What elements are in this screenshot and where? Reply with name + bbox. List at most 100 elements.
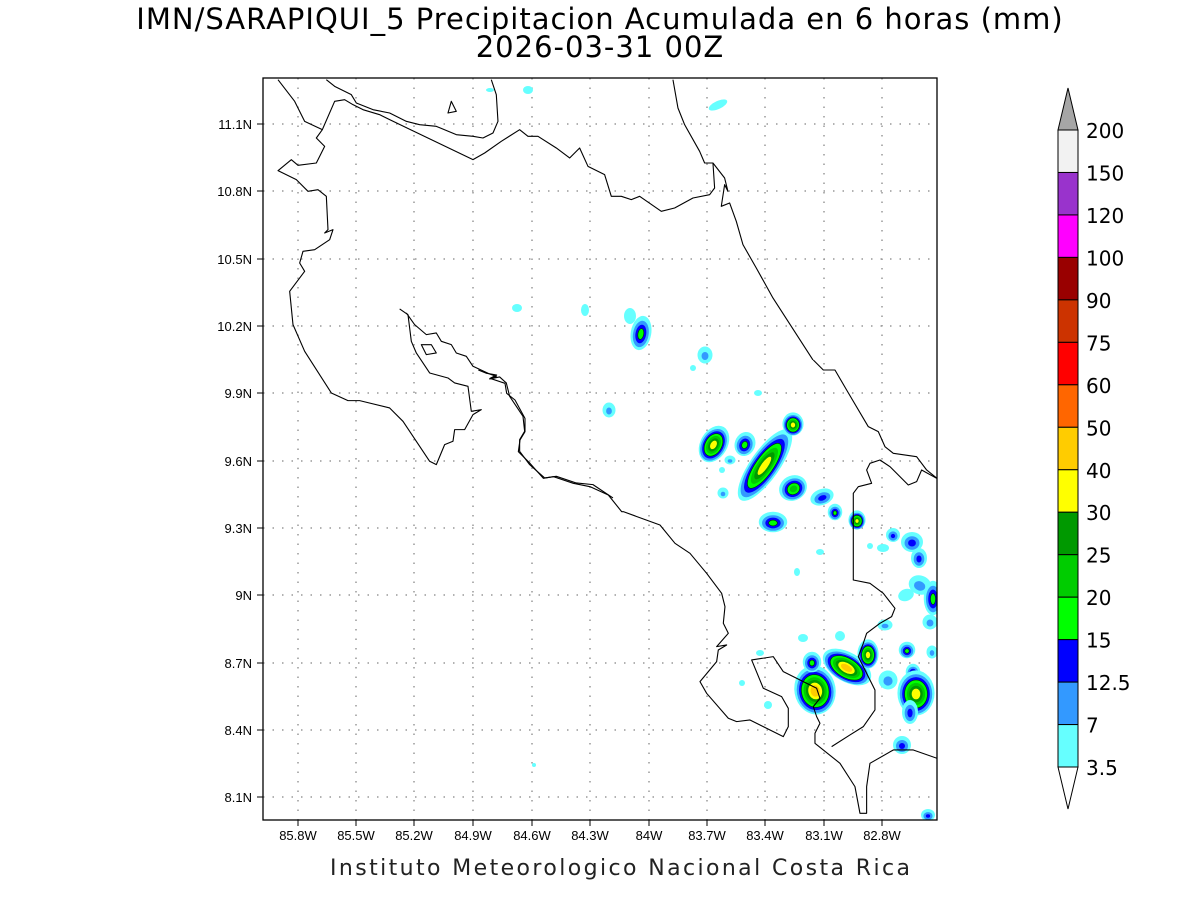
precip-cell (602, 402, 616, 418)
precip-cell (810, 488, 834, 506)
colorbar-swatch (1057, 681, 1079, 726)
precip-contour (756, 650, 764, 656)
precip-cell (630, 315, 652, 351)
colorbar-label: 3.5 (1086, 756, 1118, 780)
precip-contour (637, 328, 645, 340)
lat-tick-label: 9.9N (225, 386, 252, 401)
precip-contour (877, 544, 889, 552)
lat-tick-label: 10.5N (217, 252, 252, 267)
precip-contour (916, 555, 922, 563)
precip-contour (798, 634, 808, 642)
precip-cell (926, 645, 937, 659)
precip-contour (867, 543, 873, 549)
colorbar-swatch (1057, 554, 1079, 598)
lon-tick-label: 84.3W (571, 828, 609, 843)
precip-cell (512, 304, 522, 312)
precip-contour (865, 651, 871, 659)
precip-contour (898, 742, 906, 750)
lon-tick-label: 82.8W (863, 828, 901, 843)
precip-cell (794, 568, 800, 576)
precip-contour (710, 440, 717, 450)
precip-cell (902, 700, 918, 724)
colorbar-label: 20 (1086, 586, 1111, 610)
precip-contour (754, 390, 762, 396)
lon-tick-label: 85.8W (279, 828, 317, 843)
precip-contour (890, 533, 896, 539)
precip-cell (754, 390, 762, 396)
colorbar-label: 200 (1086, 119, 1124, 143)
colorbar-label: 40 (1086, 459, 1111, 483)
colorbar-under-triangle (1057, 766, 1079, 810)
precip-cell (893, 736, 911, 754)
precip-contour (881, 623, 889, 629)
precip-cell (816, 549, 824, 555)
map-frame (262, 77, 938, 821)
precip-cell (877, 544, 889, 552)
colorbar-label: 12.5 (1086, 671, 1131, 695)
precip-contour (816, 549, 824, 555)
precip-cell (523, 86, 533, 94)
precip-cell (827, 503, 843, 521)
precip-cell (756, 650, 764, 656)
lon-tick-label: 84.9W (454, 828, 492, 843)
precip-contour (720, 491, 726, 497)
precip-cell (782, 412, 804, 436)
precip-cell (877, 619, 893, 631)
colorbar-label: 50 (1086, 416, 1111, 440)
colorbar-label: 150 (1086, 161, 1124, 185)
precip-contour (840, 663, 853, 672)
colorbar-swatch (1057, 426, 1079, 471)
coastlines (277, 79, 937, 814)
precip-contour (855, 519, 859, 523)
precip-cell (734, 431, 756, 457)
precip-cell (764, 701, 772, 709)
footer-credit: Instituto Meteorologico Nacional Costa R… (330, 856, 913, 881)
lat-tick-label: 8.7N (225, 656, 252, 671)
colorbar-swatch (1057, 214, 1079, 258)
precip-contour (757, 456, 772, 475)
precip-cell (857, 639, 879, 669)
precip-contour (719, 467, 725, 473)
precip-cell (486, 88, 494, 92)
precip-cell (921, 809, 935, 820)
map-title: IMN/SARAPIQUI_5 Precipitacion Acumulada … (136, 2, 1064, 36)
precip-cell (697, 346, 713, 364)
precip-contour (818, 495, 827, 501)
precip-contour (624, 308, 636, 324)
precip-cell (698, 425, 730, 463)
precip-cell (690, 365, 696, 371)
precip-contour (768, 519, 778, 527)
precip-cell (724, 455, 736, 465)
precip-contour (512, 304, 522, 312)
colorbar-swatch (1057, 299, 1079, 343)
colorbar-label: 90 (1086, 289, 1111, 313)
precip-contour (911, 688, 921, 700)
colorbar-swatch (1057, 256, 1079, 301)
lon-tick-label: 83.7W (688, 828, 726, 843)
precip-cell (835, 631, 845, 641)
precip-contour (810, 685, 820, 697)
colorbar-swatch (1057, 469, 1079, 513)
precip-contour (523, 86, 533, 94)
precip-cell (911, 548, 927, 568)
precip-contour (727, 459, 733, 463)
precip-cell (867, 543, 873, 549)
axis-tick-labels: 11.1N 10.8N 10.5N 10.2N 9.9N 9.6N 9.3N 9N 8.7N 8.… (217, 117, 901, 843)
precip-cell (717, 487, 729, 499)
precip-cell (708, 99, 728, 111)
precip-cell (798, 634, 808, 642)
precip-contour (835, 631, 845, 641)
lon-tick-label: 83.4W (746, 828, 784, 843)
precip-contour (532, 763, 536, 767)
lat-tick-label: 9.3N (225, 521, 252, 536)
precip-contour (794, 568, 800, 576)
lat-tick-label: 9N (235, 588, 252, 603)
precip-contour (789, 485, 798, 493)
lat-tick-label: 10.8N (217, 184, 252, 199)
colorbar-over-triangle (1057, 87, 1079, 131)
lat-tick-label: 8.1N (225, 790, 252, 805)
colorbar-swatch (1057, 724, 1079, 768)
precip-contour (926, 619, 934, 627)
precip-cell (886, 528, 900, 542)
